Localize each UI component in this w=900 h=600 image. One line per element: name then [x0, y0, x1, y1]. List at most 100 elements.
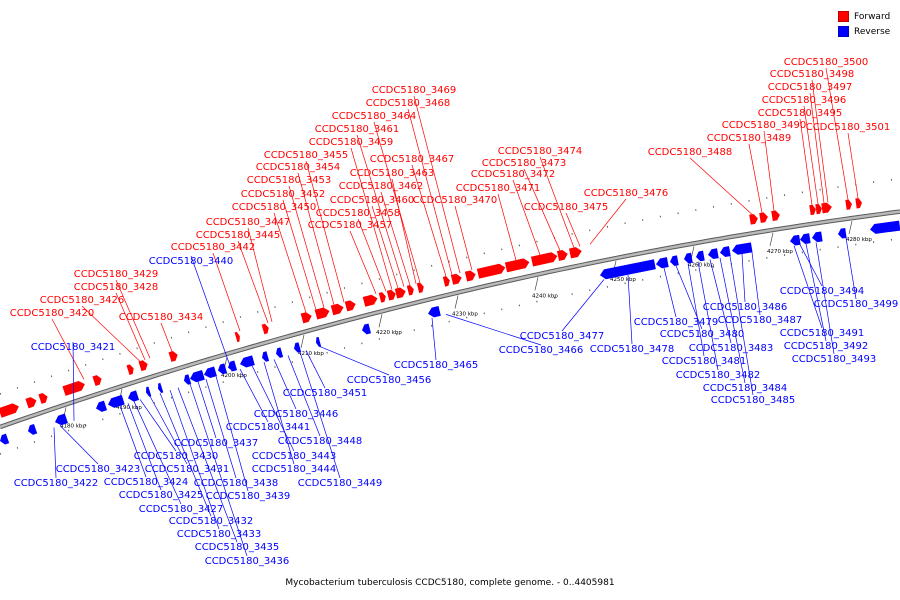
- gene-label: CCDC5180_3499: [814, 299, 899, 310]
- forward-gene-arrow: [821, 202, 832, 214]
- forward-gene-arrow: [261, 323, 269, 335]
- forward-gene-arrow: [138, 360, 148, 372]
- gene-label: CCDC5180_3498: [770, 69, 855, 80]
- tick-label: 4220 kbp: [376, 330, 402, 336]
- reverse-gene-arrow: [600, 259, 656, 280]
- callout-line: [809, 92, 825, 204]
- callout-line: [799, 118, 813, 205]
- callout-line: [561, 279, 605, 332]
- reverse-gene-arrow: [684, 252, 693, 264]
- gene-label: CCDC5180_3448: [278, 436, 363, 447]
- gene-label: CCDC5180_3487: [718, 315, 803, 326]
- reverse-gene-arrow: [696, 250, 705, 262]
- gene-label: CCDC5180_3490: [722, 120, 807, 131]
- callout-line: [497, 193, 517, 261]
- reverse-swatch: [838, 26, 849, 37]
- gene-label: CCDC5180_3481: [662, 356, 747, 367]
- reverse-gene-arrow: [708, 248, 719, 260]
- forward-gene-arrow: [855, 198, 862, 209]
- reverse-gene-arrow: [276, 347, 284, 358]
- reverse-gene-arrow: [146, 386, 152, 397]
- gene-label: CCDC5180_3471: [456, 183, 541, 194]
- gene-label: CCDC5180_3452: [241, 189, 326, 200]
- reverse-gene-arrow: [228, 360, 238, 372]
- callout-line: [305, 160, 345, 303]
- forward-gene-arrow: [394, 287, 406, 299]
- reverse-gene-arrow: [55, 413, 68, 426]
- reverse-gene-arrow: [294, 342, 302, 353]
- gene-label: CCDC5180_3432: [169, 516, 254, 527]
- forward-gene-arrow: [749, 214, 758, 225]
- callout-line: [763, 130, 775, 211]
- callout-line: [119, 405, 147, 478]
- callout-line: [72, 341, 75, 421]
- callout-line: [160, 322, 173, 352]
- gene-label: CCDC5180_3469: [372, 85, 457, 96]
- callout-line: [133, 401, 182, 505]
- genome-backbone-highlight: [0, 210, 900, 429]
- gene-label: CCDC5180_3443: [252, 451, 337, 462]
- gene-label: CCDC5180_3475: [524, 202, 609, 213]
- gene-label: CCDC5180_3477: [520, 331, 605, 342]
- reverse-gene-arrow: [262, 351, 270, 362]
- reverse-gene-arrow: [812, 231, 823, 243]
- gene-label: CCDC5180_3430: [134, 451, 219, 462]
- gene-label: CCDC5180_3494: [780, 286, 865, 297]
- gene-label: CCDC5180_3491: [780, 328, 865, 339]
- reverse-gene-arrow: [720, 246, 731, 257]
- gene-label: CCDC5180_3465: [394, 360, 479, 371]
- gene-label: CCDC5180_3420: [10, 308, 95, 319]
- gene-label: CCDC5180_3476: [584, 188, 669, 199]
- callout-line: [177, 387, 238, 543]
- gene-label: CCDC5180_3495: [758, 108, 843, 119]
- gene-label: CCDC5180_3479: [634, 317, 719, 328]
- forward-gene-arrow: [442, 276, 450, 287]
- callout-line: [751, 252, 761, 316]
- forward-swatch: [838, 11, 849, 22]
- gene-label: CCDC5180_3442: [171, 242, 256, 253]
- forward-gene-arrow: [416, 282, 424, 294]
- forward-gene-arrow: [759, 212, 768, 223]
- reverse-gene-arrow: [190, 370, 205, 383]
- gene-label: CCDC5180_3462: [339, 181, 424, 192]
- callout-line: [237, 240, 269, 324]
- gene-label: CCDC5180_3428: [74, 282, 159, 293]
- callout-line: [803, 105, 819, 205]
- forward-gene-arrow: [314, 307, 330, 320]
- gene-label: CCDC5180_3440: [149, 256, 234, 267]
- callout-line: [411, 164, 447, 277]
- gene-label: CCDC5180_3463: [350, 168, 435, 179]
- gene-label: CCDC5180_3429: [74, 269, 159, 280]
- gene-label: CCDC5180_3449: [298, 478, 383, 489]
- callout-line: [391, 178, 417, 284]
- gene-label: CCDC5180_3445: [196, 230, 281, 241]
- forward-gene-arrow: [0, 403, 19, 418]
- forward-gene-arrow: [344, 300, 356, 312]
- forward-gene-arrow: [126, 364, 134, 375]
- callout-line: [811, 79, 829, 203]
- reverse-gene-arrow: [800, 233, 811, 244]
- gene-label: CCDC5180_3454: [256, 162, 341, 173]
- gene-label: CCDC5180_3435: [195, 542, 280, 553]
- gene-label: CCDC5180_3450: [232, 202, 317, 213]
- callout-line: [350, 147, 393, 290]
- forward-gene-arrow: [771, 210, 780, 222]
- gene-label: CCDC5180_3424: [104, 477, 189, 488]
- gene-label: CCDC5180_3456: [347, 375, 432, 386]
- reverse-gene-arrow: [656, 257, 669, 269]
- gene-label: CCDC5180_3473: [482, 158, 567, 169]
- callout-line: [805, 243, 827, 342]
- callout-line: [407, 108, 453, 276]
- tick-label: 4240 kbp: [532, 293, 558, 299]
- callout-line: [53, 427, 57, 479]
- callout-line: [273, 212, 307, 313]
- reverse-gene-arrow: [362, 323, 372, 335]
- gene-label: CCDC5180_3489: [707, 133, 792, 144]
- callout-line: [413, 95, 461, 274]
- forward-gene-arrow: [234, 331, 240, 343]
- gene-label: CCDC5180_3458: [316, 208, 401, 219]
- gene-label: CCDC5180_3423: [56, 464, 141, 475]
- gene-label: CCDC5180_3434: [119, 312, 204, 323]
- callout-line: [149, 396, 188, 465]
